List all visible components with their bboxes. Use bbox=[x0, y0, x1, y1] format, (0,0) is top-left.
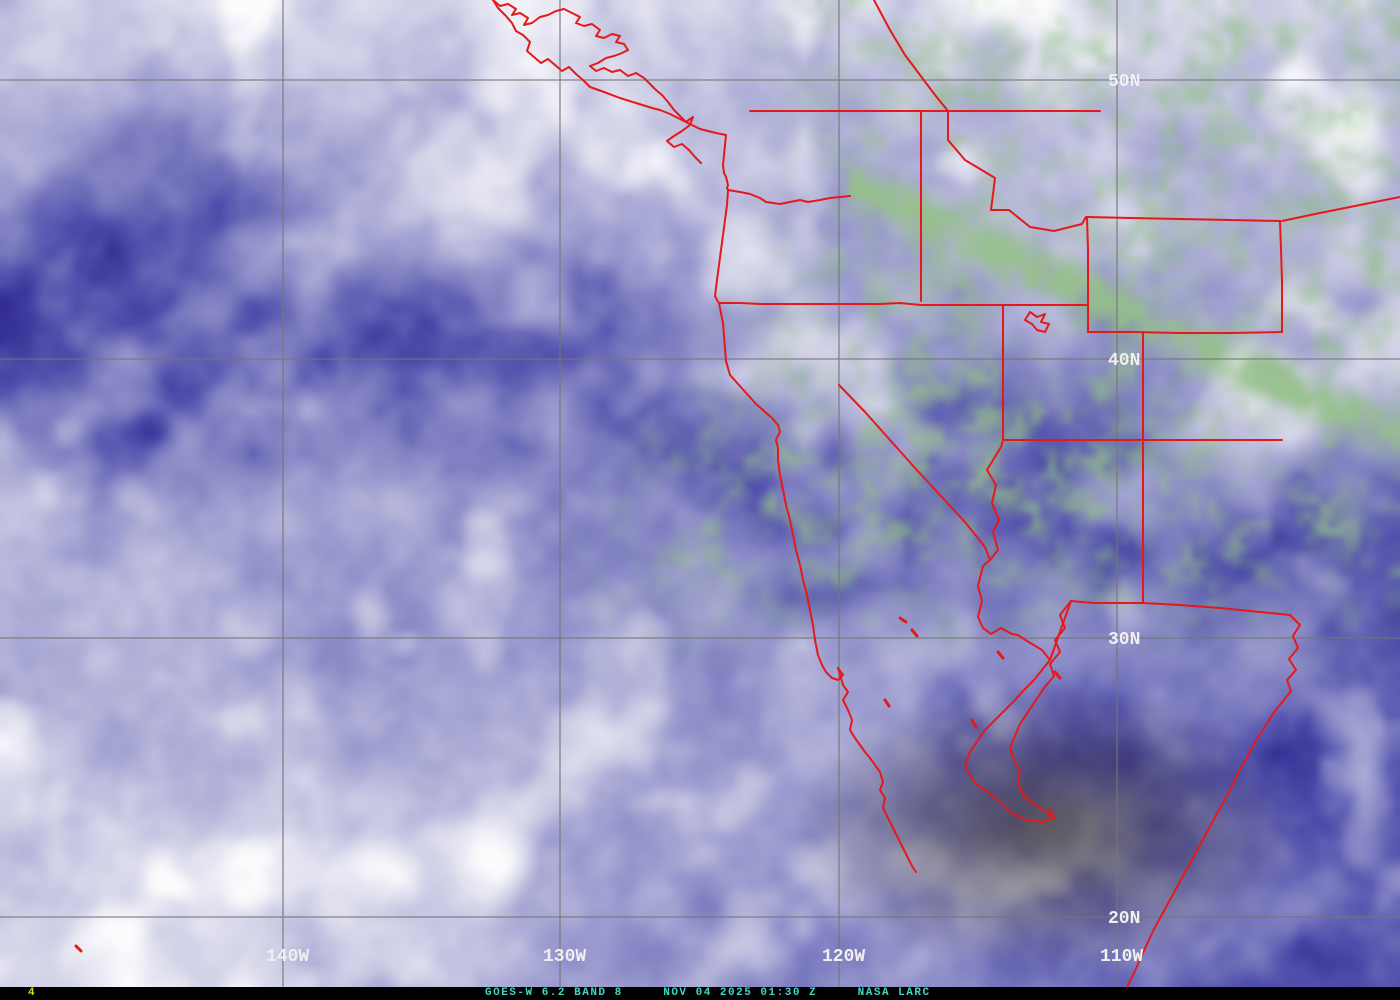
svg-text:120W: 120W bbox=[822, 947, 865, 967]
svg-text:130W: 130W bbox=[543, 947, 586, 967]
svg-text:30N: 30N bbox=[1108, 630, 1140, 650]
svg-text:140W: 140W bbox=[266, 947, 309, 967]
svg-text:110W: 110W bbox=[1100, 947, 1143, 967]
svg-text:20N: 20N bbox=[1108, 909, 1140, 929]
svg-text:40N: 40N bbox=[1108, 351, 1140, 371]
svg-text:50N: 50N bbox=[1108, 72, 1140, 92]
